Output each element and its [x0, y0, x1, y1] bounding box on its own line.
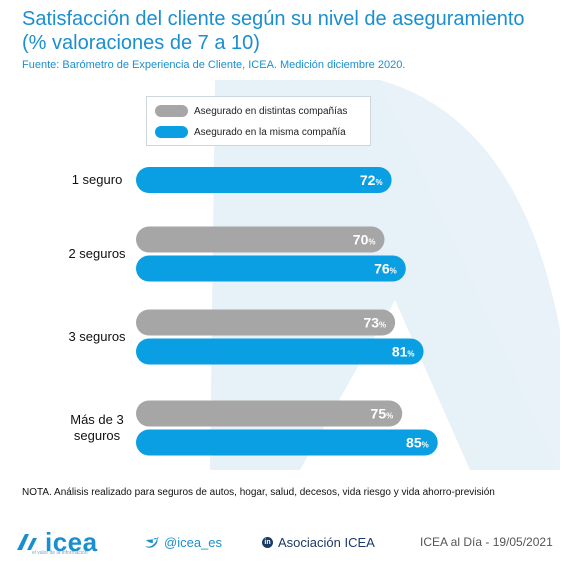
brand-tagline: el valor de la información — [32, 550, 88, 556]
bar-misma — [136, 167, 392, 193]
legend-item-misma: Asegurado en la misma compañía — [155, 125, 346, 139]
chart-legend: Asegurado en distintas compañías Asegura… — [146, 96, 371, 146]
chart-source: Fuente: Barómetro de Experiencia de Clie… — [22, 59, 406, 71]
category-label: 1 seguro — [72, 172, 123, 187]
bar-misma — [136, 255, 406, 282]
legend-label: Asegurado en distintas compañías — [194, 105, 348, 117]
legend-label: Asegurado en la misma compañía — [194, 126, 346, 138]
icea-logo: icea — [14, 527, 98, 557]
legend-swatch-blue — [155, 126, 188, 138]
twitter-icon — [145, 537, 159, 548]
icea-logo-icon — [17, 534, 37, 550]
publication-date: ICEA al Día - 19/05/2021 — [420, 535, 553, 549]
legend-item-distintas: Asegurado en distintas compañías — [155, 104, 347, 118]
bar-misma — [136, 338, 424, 365]
chart-title: Satisfacción del cliente según su nivel … — [22, 8, 525, 54]
linkedin-icon: in — [262, 536, 273, 548]
category-label: 2 seguros — [68, 246, 126, 261]
twitter-link[interactable]: @icea_es — [144, 530, 222, 554]
linkedin-label: Asociación ICEA — [278, 534, 375, 550]
brand-name: icea — [45, 526, 98, 557]
bar-misma — [136, 429, 438, 456]
bar-distintas — [136, 309, 396, 336]
category-label: Más de 3 seguros — [70, 412, 123, 443]
category-label: 3 seguros — [68, 329, 126, 344]
legend-swatch-gray — [155, 105, 188, 117]
twitter-handle: @icea_es — [164, 534, 223, 550]
linkedin-link[interactable]: in Asociación ICEA — [262, 530, 375, 554]
bar-distintas — [136, 226, 385, 253]
bar-distintas — [136, 400, 403, 427]
chart-note: NOTA. Análisis realizado para seguros de… — [22, 487, 495, 498]
